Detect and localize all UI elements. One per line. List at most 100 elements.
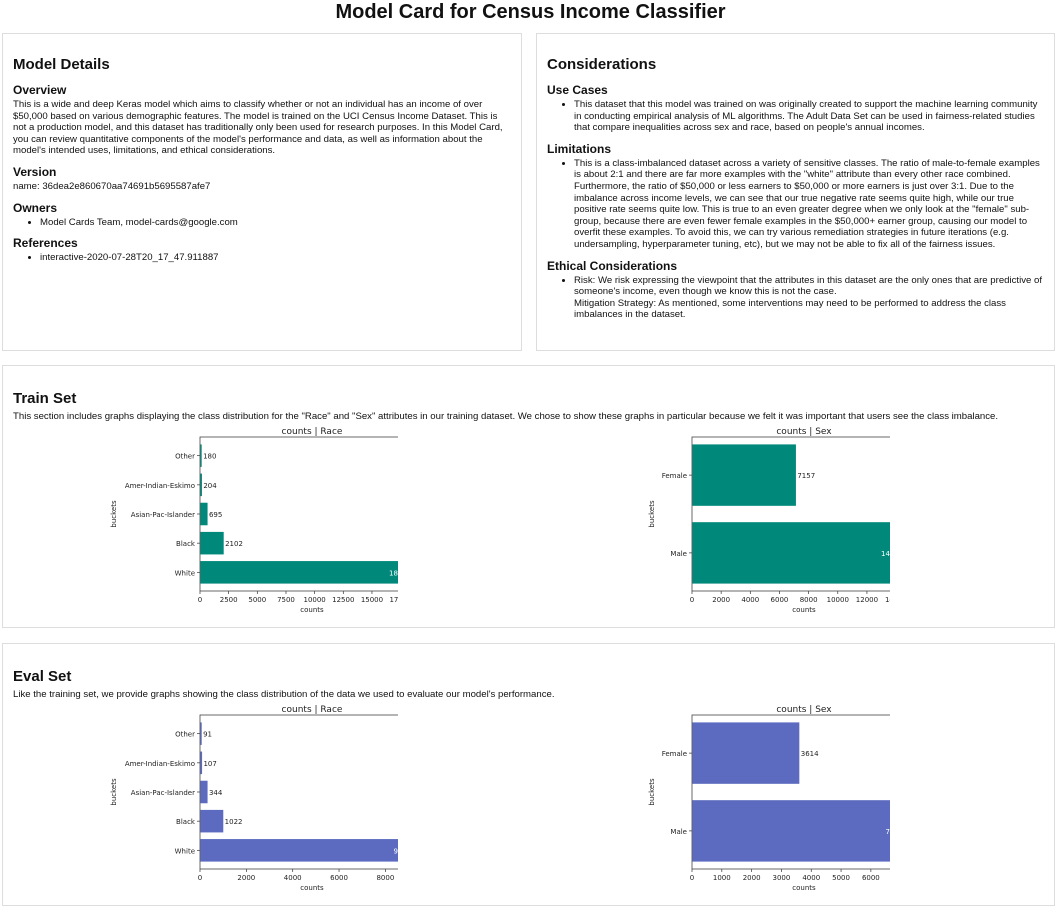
eval-race-chart: counts | Race 9206 White 1022 Black 344 Asian-…	[110, 705, 398, 892]
bar	[691, 443, 797, 507]
y-tick-label: Other	[175, 453, 195, 461]
eval-set-heading: Eval Set	[13, 668, 72, 685]
y-tick-label: Male	[670, 550, 687, 558]
model-details-card: Model Details Overview This is a wide an…	[2, 33, 522, 351]
x-tick-label: 12000	[856, 596, 878, 604]
plot-frame	[199, 436, 398, 592]
x-tick-label: 5000	[832, 874, 850, 882]
x-tick-label: 8000	[800, 596, 818, 604]
reference-item: interactive-2020-07-28T20_17_47.911887	[40, 252, 511, 264]
x-tick-label: 3000	[773, 874, 791, 882]
plot-frame	[199, 714, 398, 870]
y-tick-label: Amer-Indian-Eskimo	[125, 482, 195, 490]
bar	[199, 501, 209, 527]
x-tick-label: 6000	[862, 874, 880, 882]
y-tick-label: Female	[662, 750, 687, 758]
x-axis-label: counts	[792, 884, 816, 892]
model-details-heading: Model Details	[13, 56, 110, 73]
y-axis-label: buckets	[648, 500, 656, 528]
chart-title: counts | Sex	[776, 427, 832, 437]
x-tick-label: 2000	[237, 874, 255, 882]
bar-value-label: 91	[203, 731, 212, 739]
x-axis-label: counts	[792, 606, 816, 614]
y-tick-label: Amer-Indian-Eskimo	[125, 760, 195, 768]
x-tick-label: 12500	[332, 596, 354, 604]
considerations-heading: Considerations	[547, 56, 657, 73]
bar	[199, 809, 225, 834]
page-title: Model Card for Census Income Classifier	[335, 1, 726, 23]
eval-set-description: Like the training set, we provide graphs…	[13, 689, 555, 700]
bar-value-label: 1022	[225, 818, 243, 826]
eval-sex-chart: counts | Sex 7156 Male 3614 Female 0 1000 2000 3…	[648, 705, 890, 892]
x-tick-label: 0	[198, 874, 202, 882]
bar-value-label: 204	[203, 482, 217, 490]
x-tick-label: 4000	[802, 874, 820, 882]
bar-value-label: 18610	[389, 569, 398, 577]
ethical-heading: Ethical Considerations	[547, 258, 678, 273]
bar-value-label: 180	[203, 453, 216, 461]
chart-title: counts | Sex	[776, 705, 832, 715]
use-cases-heading: Use Cases	[547, 83, 608, 97]
train-set-heading: Train Set	[13, 390, 77, 407]
references-heading: References	[13, 236, 78, 251]
bar-value-label: 14634	[881, 550, 890, 558]
plot-frame	[691, 714, 890, 870]
x-tick-label: 10000	[303, 596, 325, 604]
limitation-item: This is a class-imbalanced dataset acros…	[574, 158, 1044, 251]
x-tick-label: 1000	[713, 874, 731, 882]
x-tick-label: 0	[690, 874, 694, 882]
use-case-item: This dataset that this model was trained…	[574, 99, 1044, 134]
bar-value-label: 7157	[797, 472, 815, 480]
train-set-description: This section includes graphs displaying …	[13, 411, 999, 422]
y-tick-label: White	[175, 847, 195, 855]
x-tick-label: 2500	[220, 596, 238, 604]
bar-value-label: 344	[209, 789, 223, 797]
limitations-heading: Limitations	[547, 141, 612, 156]
train-sex-chart: counts | Sex 14634 Male 7157 Female 0 2000 4000…	[648, 427, 890, 614]
x-axis-label: counts	[300, 606, 324, 614]
x-tick-label: 7500	[277, 596, 295, 604]
version-text: name: 36dea2e860670aa74691b5695587afe7	[13, 180, 211, 192]
x-tick-label: 2000	[712, 596, 730, 604]
x-tick-label: 0	[690, 596, 694, 604]
y-tick-label: Asian-Pac-Islander	[131, 511, 195, 519]
ethical-item: Risk: We risk expressing the viewpoint t…	[574, 275, 1044, 321]
x-tick-label: 8000	[376, 874, 394, 882]
version-heading: Version	[13, 164, 57, 179]
y-tick-label: White	[175, 569, 195, 577]
bar	[691, 799, 890, 863]
train-set-card: Train Set This section includes graphs d…	[2, 365, 1055, 628]
bar-value-label: 7156	[885, 828, 890, 836]
y-axis-label: buckets	[110, 500, 118, 528]
x-tick-label: 6000	[771, 596, 789, 604]
bar	[199, 560, 398, 585]
x-tick-label: 10000	[827, 596, 849, 604]
y-tick-label: Female	[662, 472, 687, 480]
bar	[199, 531, 225, 556]
bar-value-label: 9206	[394, 847, 398, 855]
eval-set-card: Eval Set Like the training set, we provi…	[2, 643, 1055, 906]
x-tick-label: 4000	[741, 596, 759, 604]
y-axis-label: buckets	[648, 778, 656, 806]
bar	[199, 779, 209, 805]
x-tick-label: 14000	[885, 596, 890, 604]
chart-title: counts | Race	[282, 427, 343, 437]
x-tick-label: 5000	[248, 596, 266, 604]
x-tick-label: 15000	[361, 596, 383, 604]
x-tick-label: 17500	[389, 596, 398, 604]
y-tick-label: Other	[175, 731, 195, 739]
bar-value-label: 107	[203, 760, 216, 768]
y-axis-label: buckets	[110, 778, 118, 806]
bar-value-label: 695	[209, 511, 222, 519]
x-axis-label: counts	[300, 884, 324, 892]
plot-frame	[691, 436, 890, 592]
y-tick-label: Black	[176, 540, 196, 548]
y-tick-label: Male	[670, 828, 687, 836]
bar-value-label: 3614	[801, 750, 819, 758]
bar	[199, 838, 398, 863]
bar-value-label: 2102	[225, 540, 243, 548]
y-tick-label: Asian-Pac-Islander	[131, 789, 195, 797]
x-tick-label: 4000	[284, 874, 302, 882]
overview-text: This is a wide and deep Keras model whic…	[13, 99, 503, 157]
x-tick-label: 0	[198, 596, 202, 604]
